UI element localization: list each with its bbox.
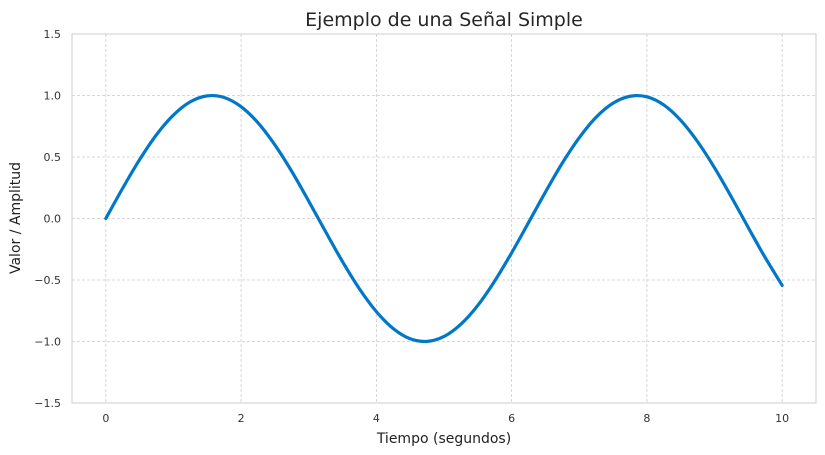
series-line [104,93,784,344]
tick-labels: 0 2 4 6 8 10 −1.5 −1.0 −0.5 0.0 0.5 1.0 1.5 [34,28,789,425]
y-axis-label: Valor / Amplitud [8,162,24,274]
x-tick-label: 10 [775,412,789,425]
x-axis-label: Tiempo (segundos) [376,431,511,447]
x-tick-label: 8 [643,412,650,425]
y-tick-label: 1.0 [44,90,62,103]
y-tick-label: −0.5 [34,274,61,287]
y-tick-label: 0.5 [44,151,62,164]
y-tick-label: 1.5 [44,28,62,41]
y-tick-label: −1.0 [34,336,61,349]
x-tick-label: 2 [238,412,245,425]
grid [72,33,816,404]
series-layer [104,93,784,344]
y-tick-label: −1.5 [34,397,61,410]
x-tick-label: 6 [508,412,515,425]
x-tick-label: 0 [102,412,109,425]
x-tick-label: 4 [373,412,380,425]
plot-frame [71,33,817,404]
y-tick-label: 0.0 [44,213,62,226]
chart-title: Ejemplo de una Señal Simple [305,9,583,31]
